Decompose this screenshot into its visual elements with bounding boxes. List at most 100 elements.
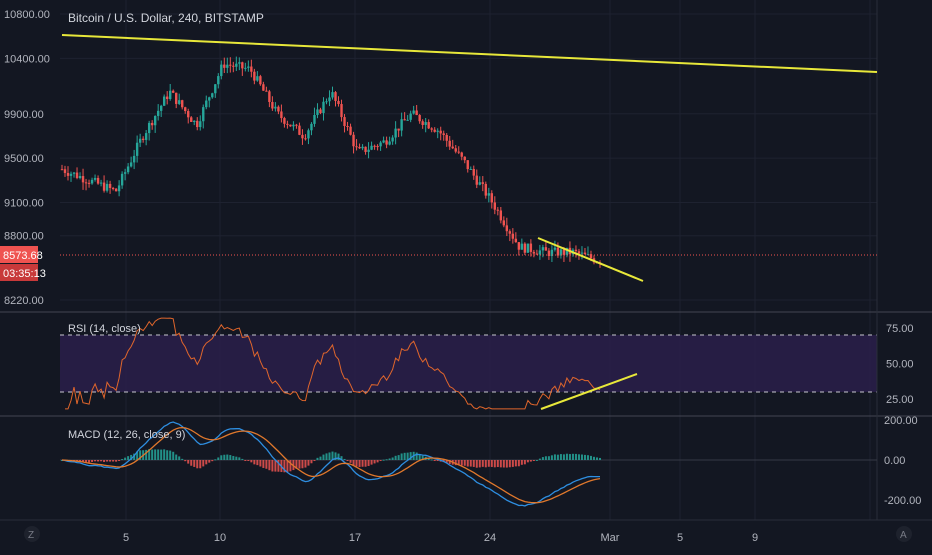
candle-body <box>472 168 475 176</box>
candle-body <box>541 247 545 251</box>
candle-body <box>289 124 292 127</box>
macd-hist-bar <box>580 454 583 460</box>
time-tick-label: 9 <box>752 532 758 544</box>
candle-body <box>373 145 376 147</box>
candle-body <box>141 138 145 140</box>
candle-body <box>196 120 199 128</box>
candle-body <box>487 193 490 196</box>
macd-hist-bar <box>193 460 196 467</box>
candle-body <box>162 96 166 106</box>
macd-hist-bar <box>388 458 391 460</box>
candle-body <box>238 62 241 64</box>
candle-body <box>337 100 340 105</box>
macd-hist-bar <box>361 460 364 467</box>
candle-body <box>256 76 259 81</box>
price-tick-label: 10800.00 <box>4 9 50 21</box>
candle-body <box>226 64 229 68</box>
candle-body <box>292 124 295 127</box>
candle-body <box>123 172 127 174</box>
rsi-axis-labels[interactable]: 75.00 50.00 25.00 <box>886 323 914 406</box>
candle-body <box>232 65 235 67</box>
zoom-button-bg[interactable] <box>24 526 40 542</box>
macd-hist-bar <box>241 458 244 460</box>
macd-hist-bar <box>190 460 193 466</box>
macd-hist-bar <box>97 460 100 462</box>
candle-body <box>334 92 337 101</box>
macd-hist-bar <box>145 449 148 460</box>
candle-body <box>586 254 590 256</box>
macd-hist-bar <box>244 460 247 461</box>
macd-axis-labels[interactable]: 200.00 0.00 -200.00 <box>884 415 921 507</box>
candle-body <box>129 162 133 167</box>
candle-body <box>253 71 256 81</box>
macd-hist-bar <box>373 460 376 464</box>
candle-body <box>187 111 190 118</box>
candle-body <box>235 63 238 67</box>
candle-body <box>250 66 253 72</box>
candle-body <box>460 152 463 157</box>
candle-body <box>72 172 76 174</box>
candle-body <box>298 125 301 135</box>
candle-body <box>475 175 478 185</box>
candle-body <box>307 130 310 139</box>
support-trendline[interactable] <box>537 237 644 282</box>
macd-hist-bar <box>172 451 175 460</box>
macd-hist-bar <box>103 460 106 463</box>
candle-body <box>424 122 427 125</box>
macd-hist-bar <box>205 460 208 465</box>
macd-hist-bar <box>523 460 526 465</box>
candle-body <box>349 126 352 135</box>
macd-hist-bar <box>250 460 253 463</box>
macd-hist-bar <box>313 460 316 461</box>
resistance-trendline[interactable] <box>61 34 878 73</box>
macd-hist-bar <box>82 460 85 462</box>
rsi-title: RSI (14, close) <box>68 323 141 335</box>
macd-hist-bar <box>325 453 328 460</box>
macd-hist-bar <box>298 460 301 469</box>
candle-body <box>580 252 584 254</box>
macd-hist-bar <box>139 450 142 460</box>
macd-hist-bar <box>583 454 586 460</box>
candle-body <box>126 166 130 173</box>
candle-body <box>286 123 289 125</box>
macd-hist-bar <box>538 458 541 460</box>
macd-hist-bar <box>364 460 367 467</box>
time-axis-labels[interactable]: 5 10 17 24 Mar 5 9 <box>123 532 758 544</box>
candle-body <box>478 182 481 185</box>
auto-scale-button-bg[interactable] <box>896 526 912 542</box>
macd-hist-bar <box>445 460 448 463</box>
candle-body <box>496 209 500 211</box>
candle-body <box>132 155 136 163</box>
macd-hist-bar <box>589 455 592 460</box>
price-axis-labels[interactable]: 10800.00 10400.00 9900.00 9500.00 9100.00 880… <box>4 9 50 307</box>
macd-hist-bar <box>487 460 490 467</box>
auto-scale-button[interactable]: A <box>900 530 907 541</box>
candle-body <box>493 202 497 210</box>
macd-signal-line <box>61 426 601 504</box>
macd-hist-bar <box>508 460 511 468</box>
macd-hist-bar <box>295 460 298 469</box>
macd-hist-bar <box>385 459 388 461</box>
rsi-band <box>60 335 877 392</box>
candle-body <box>514 238 518 243</box>
price-tick-label: 9500.00 <box>4 153 44 165</box>
macd-hist-bar <box>265 460 268 469</box>
candle-body <box>502 220 506 226</box>
macd-hist-bar <box>169 450 172 460</box>
candle-body <box>304 138 307 140</box>
macd-histogram <box>61 449 601 473</box>
candle-body <box>508 231 512 234</box>
candle-body <box>403 119 406 121</box>
rsi-tick-label: 50.00 <box>886 359 914 371</box>
candle-body <box>147 122 151 134</box>
candle-body <box>283 118 286 124</box>
time-tick-label: 24 <box>484 532 496 544</box>
candle-body <box>66 172 70 176</box>
candle-body <box>138 138 142 143</box>
candle-body <box>208 97 211 101</box>
zoom-button[interactable]: Z <box>28 530 34 541</box>
macd-hist-bar <box>214 459 217 461</box>
rsi-divergence-trendline[interactable] <box>540 373 638 410</box>
